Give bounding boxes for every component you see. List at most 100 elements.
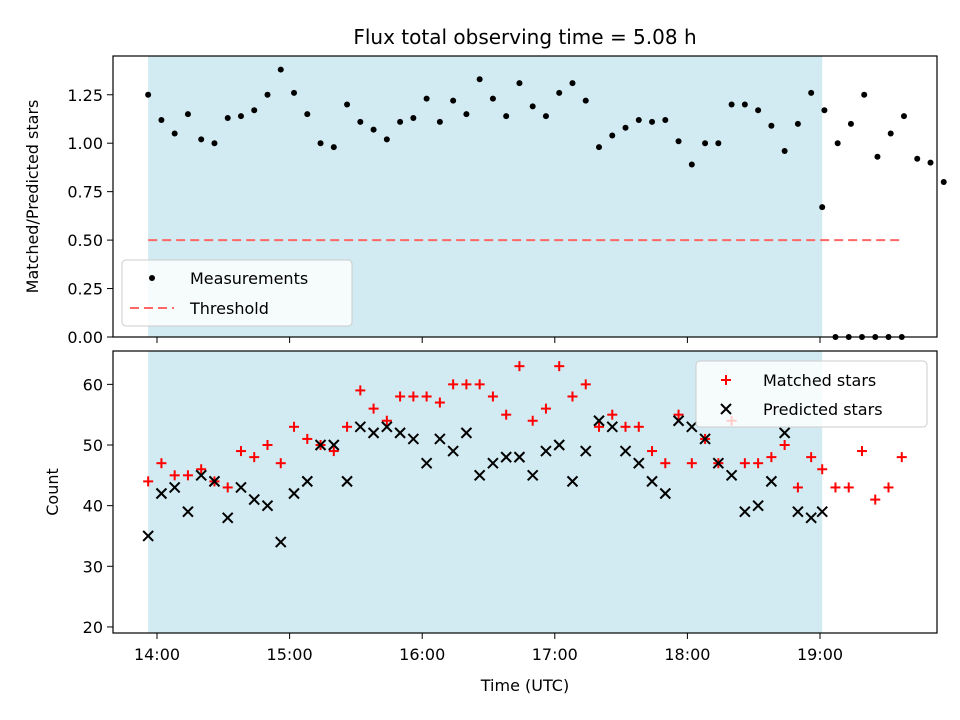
predicted-point: [275, 536, 287, 548]
measurement-point: [291, 89, 298, 96]
matched-point: [527, 415, 538, 426]
matched-point: [647, 446, 658, 457]
measurement-point: [755, 107, 762, 114]
predicted-point: [540, 445, 552, 457]
measurement-point: [635, 116, 642, 123]
y-tick-label: 60: [83, 375, 103, 394]
matched-point: [395, 391, 406, 402]
predicted-point: [553, 439, 565, 451]
predicted-point: [792, 506, 804, 518]
measurement-point: [423, 95, 430, 102]
predicted-point: [646, 475, 658, 488]
legend-box: [695, 360, 928, 428]
measurement-point: [781, 147, 788, 154]
y-tick-label: 0.75: [67, 183, 103, 202]
measurement-point: [847, 120, 854, 127]
measurement-point: [383, 136, 390, 143]
predicted-point: [288, 487, 300, 500]
matched-point: [474, 379, 485, 390]
measurement-point: [702, 140, 709, 147]
predicted-point: [473, 469, 486, 482]
predicted-point: [168, 481, 181, 494]
predicted-point: [367, 427, 380, 439]
measurement-point: [927, 159, 934, 166]
y-tick-label: 1.00: [67, 134, 103, 153]
measurement-point: [503, 113, 510, 120]
legend-box: [121, 259, 353, 327]
measurement-point: [184, 111, 191, 118]
matched-point: [328, 446, 339, 457]
predicted-point: [500, 451, 512, 463]
predicted-point: [778, 427, 791, 439]
x-axis-label: Time (UTC): [480, 676, 569, 695]
predicted-point: [672, 415, 685, 427]
measurement-point: [370, 126, 377, 133]
measurement-point: [251, 107, 258, 114]
matched-point: [408, 391, 419, 402]
matched-point: [368, 403, 379, 414]
matched-point: [434, 397, 445, 408]
matched-point: [540, 403, 551, 414]
matched-point: [262, 440, 273, 450]
predicted-point: [248, 493, 260, 506]
matched-point: [883, 482, 894, 493]
matched-point: [817, 464, 828, 475]
matched-point: [567, 391, 578, 402]
predicted-point: [686, 421, 698, 433]
legend-predicted-label: Predicted stars: [763, 400, 883, 419]
matched-point: [514, 361, 525, 372]
measurement-point: [145, 91, 152, 98]
predicted-point: [633, 457, 645, 469]
measurement-point: [489, 95, 496, 102]
measurement-point: [224, 115, 231, 122]
matched-point: [673, 409, 684, 420]
measurement-point: [304, 111, 311, 118]
predicted-point: [261, 499, 274, 512]
y-tick-label: 20: [83, 618, 103, 637]
predicted-point: [434, 433, 446, 445]
matched-point: [421, 391, 432, 402]
predicted-point: [354, 421, 367, 433]
top-panel: 0.00 0.25 0.50 0.75 1.00 1.25 Matched/Predict…: [23, 55, 947, 347]
measurement-point: [463, 111, 470, 118]
x-tick-label: 16:00: [399, 645, 445, 664]
measurement-point: [808, 89, 815, 96]
matched-point: [830, 482, 841, 493]
predicted-point: [381, 421, 393, 433]
matched-point: [843, 482, 854, 493]
matched-point: [686, 458, 697, 469]
predicted-point: [341, 475, 353, 488]
matched-point: [806, 452, 817, 463]
predicted-point: [659, 487, 672, 500]
predicted-point: [235, 481, 247, 494]
measurement-point: [940, 178, 947, 185]
predicted-point: [712, 457, 725, 469]
measurement-point: [330, 144, 337, 151]
measurement-point: [542, 113, 549, 120]
measurement-point: [277, 66, 284, 73]
top-plot-frame: [112, 55, 938, 338]
x-tick-label: 14:00: [134, 645, 180, 664]
matched-point: [342, 421, 353, 432]
measurement-point: [819, 204, 826, 211]
predicted-point: [328, 439, 340, 451]
matched-point: [633, 421, 644, 432]
matched-point: [289, 421, 300, 432]
matched-point: [896, 452, 907, 463]
predicted-point: [447, 445, 459, 457]
x-tick-label: 17:00: [532, 645, 578, 664]
predicted-point: [526, 469, 539, 482]
bottom-plot-frame: [112, 350, 938, 634]
measurement-point: [476, 76, 483, 83]
matched-point: [870, 494, 881, 505]
measurement-point: [728, 101, 735, 108]
matched-point: [381, 415, 392, 426]
matched-point: [620, 421, 631, 432]
matched-point: [156, 458, 167, 469]
measurement-point: [357, 118, 364, 125]
measurement-point: [569, 80, 576, 87]
matched-point: [182, 470, 193, 481]
predicted-point: [752, 499, 764, 512]
measurement-point: [171, 130, 178, 137]
y-tick-label: 0.25: [67, 280, 103, 299]
